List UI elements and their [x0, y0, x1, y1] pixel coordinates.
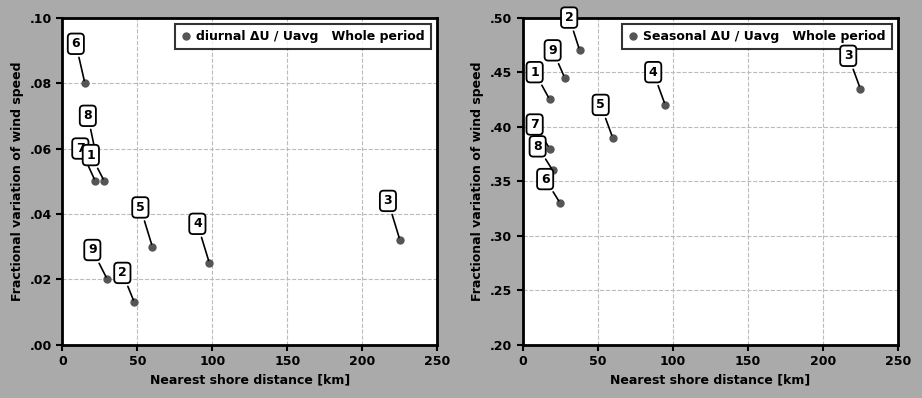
Text: 9: 9	[549, 44, 563, 75]
Y-axis label: Fractional variation of wind speed: Fractional variation of wind speed	[471, 62, 484, 301]
Text: 8: 8	[533, 140, 551, 168]
Text: 3: 3	[384, 194, 399, 238]
Y-axis label: Fractional variation of wind speed: Fractional variation of wind speed	[11, 62, 24, 301]
Text: 5: 5	[597, 98, 611, 135]
Text: 6: 6	[72, 37, 84, 80]
Text: 1: 1	[530, 66, 549, 97]
Text: 4: 4	[193, 217, 208, 260]
X-axis label: Nearest shore distance [km]: Nearest shore distance [km]	[610, 374, 810, 387]
Legend: diurnal ΔU / Uavg   Whole period: diurnal ΔU / Uavg Whole period	[175, 24, 431, 49]
Text: 7: 7	[530, 118, 549, 146]
Text: 5: 5	[136, 201, 151, 244]
Text: 7: 7	[76, 142, 94, 179]
Text: 6: 6	[541, 173, 559, 201]
X-axis label: Nearest shore distance [km]: Nearest shore distance [km]	[149, 374, 350, 387]
Legend: Seasonal ΔU / Uavg   Whole period: Seasonal ΔU / Uavg Whole period	[621, 24, 892, 49]
Text: 2: 2	[565, 11, 579, 48]
Text: 8: 8	[84, 109, 95, 149]
Text: 3: 3	[844, 49, 859, 86]
Text: 1: 1	[87, 148, 103, 179]
Text: 2: 2	[118, 266, 134, 300]
Text: 9: 9	[88, 244, 106, 277]
Text: 4: 4	[649, 66, 664, 102]
